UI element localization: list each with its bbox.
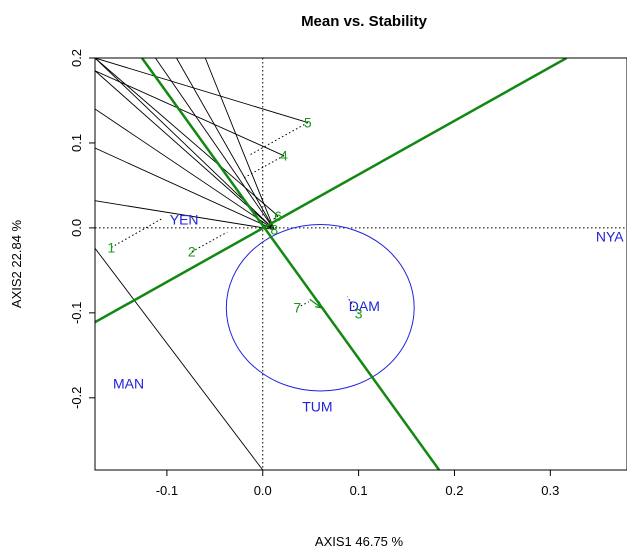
x-tick-label-1: -0.1 [156,483,178,498]
environment-label-dam: DAM [349,298,380,314]
y-axis-label: AXIS2 22.84 % [9,219,24,308]
polygon-ray-4 [95,147,275,231]
y-tick-label-4: 0.1 [69,134,84,152]
mean-environment-arrow [309,298,322,309]
x-tick-label-4: 0.2 [445,483,463,498]
genotype-label-6: 6 [274,208,282,224]
polygon-ray-12 [95,58,279,217]
polygon-ray-5 [95,200,275,231]
polygon-ray-6 [155,58,275,230]
chart-title: Mean vs. Stability [301,13,428,30]
y-tick-label-1: -0.2 [69,387,84,409]
polygon-ray-7 [176,58,275,230]
projection-line-6 [273,215,279,220]
genotype-label-8: 8 [270,222,278,238]
x-tick-label-2: 0.0 [254,483,272,498]
environment-label-man: MAN [113,375,144,391]
aec-ordinate-line [140,58,441,470]
mean-environment-arrowhead [315,301,323,309]
environment-label-yen: YEN [170,211,199,227]
genotype-label-3: 3 [355,306,363,322]
y-tick-label-3: 0.0 [69,219,84,237]
polygon-ray-9 [95,58,308,123]
y-tick-label-2: -0.1 [69,302,84,324]
x-tick-label-5: 0.3 [541,483,559,498]
plot-border [94,57,627,471]
polygon-ray-3 [95,108,275,230]
genotype-label-5: 5 [304,115,312,131]
environment-label-nya: NYA [596,228,624,244]
polygon-ray-8 [204,58,275,230]
plot-area: YEN NYA DAM MAN TUM 1 2 3 4 5 6 7 8 [95,58,627,470]
environment-label-tum: TUM [302,398,332,414]
projection-line-3 [346,296,360,314]
projection-line-5 [248,122,309,157]
polygon-ray-11 [95,248,264,470]
aec-abscissa-line [95,58,568,324]
x-axis-label: AXIS1 46.75 % [315,534,404,549]
genotype-label-4: 4 [280,148,288,164]
genotype-label-2: 2 [188,244,196,260]
genotype-label-7: 7 [293,300,301,316]
axes: -0.1 0.0 0.1 0.2 0.3 -0.2 -0.1 0.0 0.1 0.2 [69,49,627,498]
projection-line-1 [111,218,163,248]
plot-clipped-group [95,58,627,470]
genotype-label-1: 1 [107,239,115,255]
x-tick-label-3: 0.1 [350,483,368,498]
y-tick-label-5: 0.2 [69,49,84,67]
projection-line-2 [191,231,228,253]
ideal-circle [225,223,415,392]
polygon-ray-2 [95,70,275,230]
polygon-ray-10 [95,70,285,157]
